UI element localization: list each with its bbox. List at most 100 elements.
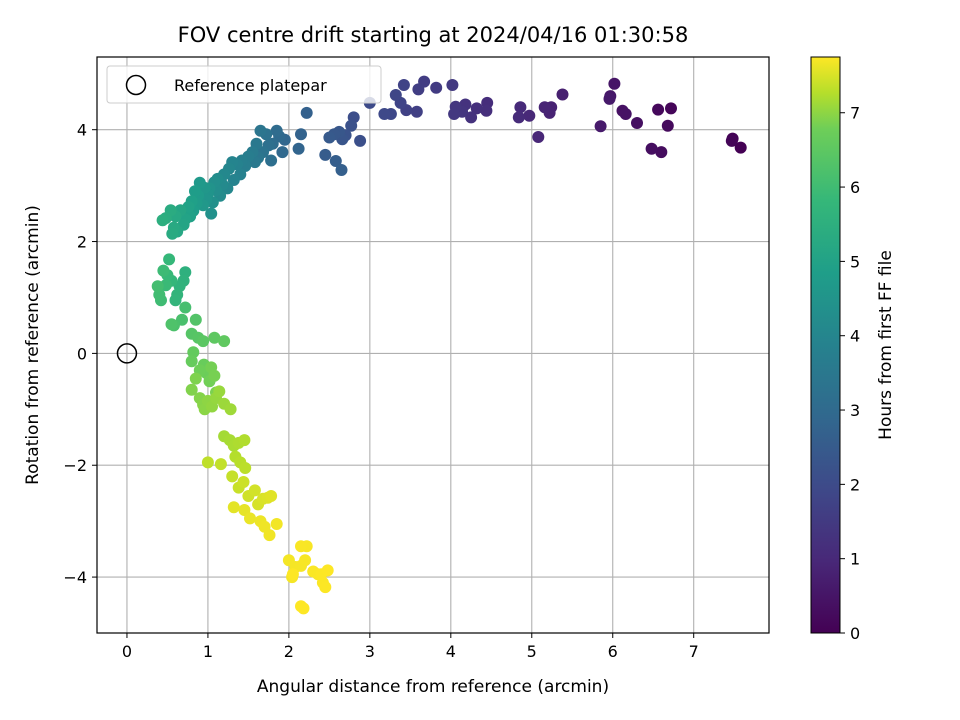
drift-point [201, 456, 214, 469]
drift-point [169, 294, 182, 307]
x-tick-label: 6 [608, 642, 618, 661]
plot-frame [96, 56, 770, 634]
drift-point [448, 108, 461, 120]
drift-point [185, 355, 198, 368]
drift-point [512, 111, 525, 124]
drift-point [157, 264, 170, 277]
drift-point [661, 119, 674, 132]
drift-point [603, 92, 616, 105]
x-ticks: 0 1 2 3 4 5 6 7 [122, 633, 699, 661]
drift-point [227, 501, 240, 514]
drift-point [227, 174, 240, 186]
x-tick-label: 3 [365, 642, 375, 661]
drift-point [329, 155, 342, 167]
grid-lines [97, 57, 769, 633]
drift-point [224, 403, 237, 416]
drift-point [319, 581, 332, 594]
legend-marker-icon [125, 74, 147, 96]
colorbar-tick-label: 5 [850, 252, 860, 271]
drift-point [239, 462, 252, 474]
x-tick-label: 4 [446, 642, 456, 661]
drift-point [189, 313, 202, 326]
drift-point [734, 141, 747, 154]
drift-point [300, 106, 313, 119]
drift-point [538, 101, 551, 114]
drift-point [319, 148, 332, 161]
drift-point [430, 81, 443, 94]
drift-point [265, 154, 278, 167]
drift-point [470, 102, 483, 115]
drift-point [412, 83, 425, 96]
drift-point [163, 253, 176, 266]
legend: Reference platepar [106, 65, 382, 104]
drift-point [166, 227, 179, 240]
drift-point [299, 554, 312, 567]
drift-point [652, 103, 665, 116]
legend-box [106, 65, 382, 104]
drift-point [480, 104, 493, 117]
drift-point [295, 540, 307, 553]
drift-point [238, 434, 251, 447]
drift-point [248, 484, 261, 497]
colorbar-tick-label: 2 [850, 475, 860, 494]
drift-point [156, 214, 169, 227]
drift-point [165, 318, 178, 331]
drift-point [218, 335, 231, 348]
drift-point [297, 602, 310, 615]
drift-point [254, 124, 267, 137]
y-axis-label: Rotation from reference (arcmin) [23, 205, 43, 485]
colorbar-tick-label: 4 [850, 327, 860, 346]
drift-point [323, 131, 336, 144]
y-tick-label: −2 [63, 456, 87, 475]
colorbar-tick-label: 1 [850, 550, 860, 569]
drift-point [608, 77, 621, 90]
legend-label: Reference platepar [174, 76, 327, 95]
x-tick-label: 0 [122, 642, 132, 661]
drift-point [619, 108, 632, 120]
x-tick-label: 1 [203, 642, 213, 661]
drift-point [208, 369, 221, 382]
colorbar-tick-label: 6 [850, 178, 860, 197]
drift-point [378, 108, 391, 120]
drift-point [214, 458, 227, 471]
drift-point [237, 476, 250, 488]
x-tick-label: 7 [689, 642, 699, 661]
drift-point [389, 89, 402, 101]
drift-point [665, 102, 677, 115]
drift-point [655, 146, 668, 159]
drift-point [465, 111, 478, 124]
drift-point [213, 385, 226, 398]
y-tick-label: 0 [77, 344, 87, 363]
reference-marker-layer [116, 343, 138, 364]
drift-point [205, 207, 218, 220]
drift-point [556, 88, 569, 101]
chart-title: FOV centre drift starting at 2024/04/16 … [178, 23, 689, 47]
data-points [151, 75, 747, 615]
drift-point [645, 142, 658, 155]
drift-point [410, 105, 423, 118]
drift-point [197, 335, 210, 348]
drift-point [226, 470, 239, 483]
y-tick-label: 2 [77, 233, 87, 252]
drift-point [631, 117, 643, 129]
colorbar-ticks: 0 1 2 3 4 5 6 7 [840, 104, 860, 643]
y-ticks: −4 −2 0 2 4 [63, 121, 97, 587]
drift-point [514, 101, 527, 114]
drift-point [189, 185, 201, 198]
drift-point [335, 164, 348, 176]
y-tick-label: −4 [63, 568, 87, 587]
colorbar-tick-label: 3 [850, 401, 860, 420]
drift-point [295, 128, 307, 141]
reference-platepar-marker [116, 343, 138, 364]
x-axis-label: Angular distance from reference (arcmin) [257, 677, 609, 697]
drift-point [270, 518, 283, 530]
drift-point [354, 134, 367, 147]
drift-point [276, 146, 289, 159]
drift-point [189, 372, 202, 385]
drift-point [532, 131, 545, 143]
drift-point [594, 120, 607, 133]
drift-point [187, 346, 200, 359]
drift-point [263, 529, 276, 542]
colorbar [810, 56, 841, 634]
drift-point [270, 124, 283, 137]
